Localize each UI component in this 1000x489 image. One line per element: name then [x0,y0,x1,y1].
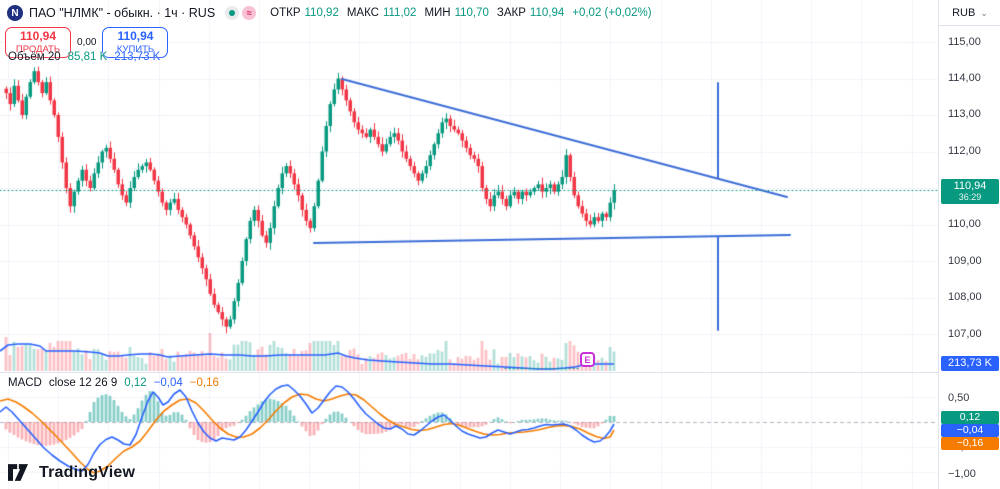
macd-legend: MACD close 12 26 9 0,12 −0,04 −0,16 [8,377,219,389]
tradingview-logo-icon [8,464,28,481]
volume-current-value: 85,81 K [67,51,108,63]
sell-label: ПРОДАТЬ [15,44,61,55]
low-value: 110,70 [454,7,489,19]
status-dot-icon [229,10,236,16]
macd-signal-badge: −0,16 [941,437,999,450]
open-value: 110,92 [304,7,339,19]
price-tick-113: 113,00 [948,108,981,120]
market-status-icon[interactable] [225,6,240,20]
price-tick-107: 107,00 [948,328,982,340]
symbol-title[interactable]: ПАО "НЛМК" - обыкн. · 1ч · RUS [29,6,216,20]
volume-legend: Объём 20 85,81 K 213,73 K [8,51,160,63]
price-tick-108: 108,00 [948,291,982,303]
tradingview-logo-text: TradingView [39,463,136,481]
close-value: 110,94 [529,7,565,19]
symbol-logo: N [7,5,23,21]
price-axis[interactable]: RUB ⌄ 115,00 114,00 113,00 112,00 110,00… [938,0,1000,489]
volume-ma-badge: 213,73 K [941,356,999,371]
bar-countdown: 36:29 [958,192,982,202]
macd-hist-badge: 0,12 [941,411,999,424]
sell-price: 110,94 [19,29,57,43]
macd-title[interactable]: MACD [8,377,42,389]
price-tick-112: 112,00 [948,145,981,157]
macd-tick-050: 0,50 [948,392,970,404]
symbol-legend: N ПАО "НЛМК" - обыкн. · 1ч · RUS ≈ ОТКР … [7,5,652,21]
data-flag-icon[interactable]: ≈ [242,6,257,20]
buy-label: КУПИТЬ [116,44,155,55]
ohlc-values: ОТКР 110,92 МАКС 111,02 МИН 110,70 ЗАКР … [270,7,651,19]
macd-line-value: −0,04 [153,377,183,389]
macd-signal-value: −0,16 [189,377,219,389]
currency-label: RUB [952,6,976,19]
macd-params: close 12 26 9 [48,377,118,389]
chevron-down-icon: ⌄ [980,7,988,18]
tradingview-logo[interactable]: TradingView [8,463,135,482]
price-tick-115: 115,00 [948,36,981,48]
price-tick-110: 110,00 [948,218,981,230]
buy-button[interactable]: 110,94 КУПИТЬ [102,27,169,58]
price-tick-109: 109,00 [948,255,982,267]
pane-separator[interactable] [0,372,1000,373]
current-price-value: 110,94 [953,180,987,192]
earnings-event-badge[interactable]: E [580,352,595,367]
macd-tick-neg100: −1,00 [948,468,976,480]
change-value: +0,02 (+0,02%) [572,7,652,19]
volume-title[interactable]: Объём 20 [8,51,61,63]
macd-hist-value: 0,12 [124,377,147,389]
sell-button[interactable]: 110,94 ПРОДАТЬ [5,27,71,58]
macd-line-badge: −0,04 [941,424,999,437]
close-label: ЗАКР [496,7,526,19]
trade-panel: 110,94 ПРОДАТЬ 0,00 110,94 КУПИТЬ [5,27,169,58]
currency-selector[interactable]: RUB ⌄ [939,0,1000,26]
open-label: ОТКР [270,7,301,19]
current-price-badge: 110,94 36:29 [941,179,999,204]
spread-value: 0,00 [75,36,99,49]
low-label: МИН [424,7,451,19]
volume-ma-value: 213,73 K [114,51,161,63]
high-value: 111,02 [382,7,417,19]
price-tick-114: 114,00 [948,72,981,84]
high-label: МАКС [346,7,379,19]
buy-price: 110,94 [117,29,154,43]
